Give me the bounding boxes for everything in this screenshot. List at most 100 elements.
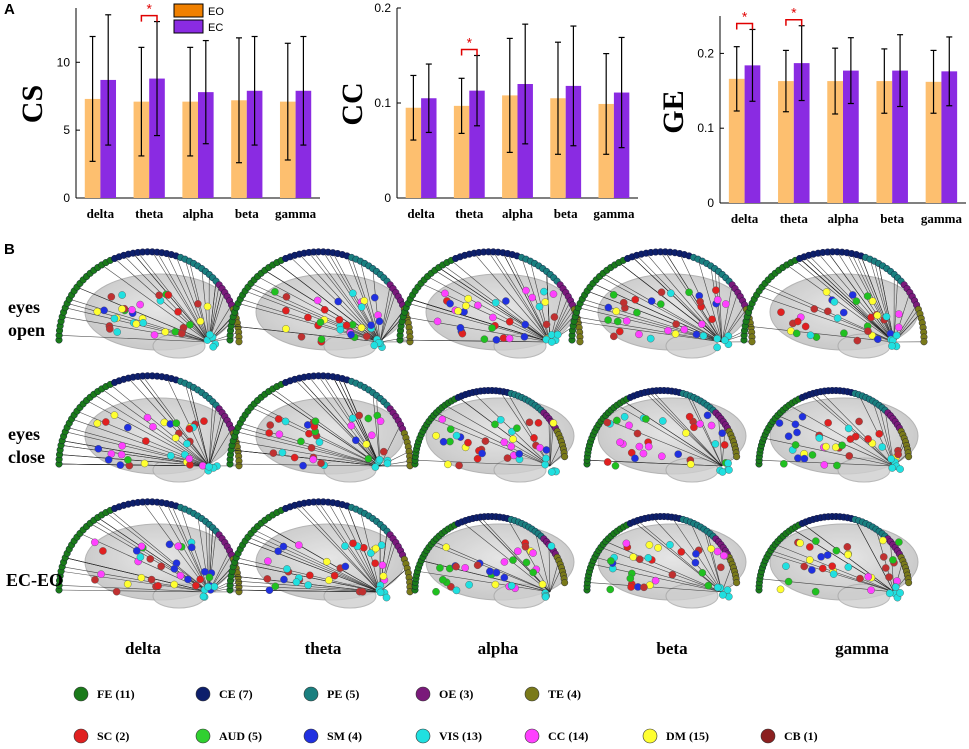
band-label-theta: theta [305,639,342,658]
brain-node [323,557,331,566]
vis-node [719,591,727,599]
brain-node [372,544,380,553]
connection-line [230,584,381,593]
network-1-beta [583,387,747,483]
brain-node [833,314,842,323]
connection-line [458,397,551,467]
brain-node [137,573,146,582]
brain-node [139,319,147,327]
connection-line [788,404,895,467]
brain-node [713,296,722,304]
connection-line [318,501,381,593]
brain-node [378,561,387,569]
brain-node [522,286,530,295]
brain-node [171,327,180,336]
brain-node [792,329,801,338]
module-node [576,338,584,346]
row-label-eyes-close-line2: close [8,447,45,467]
brain-node [317,335,326,344]
vis-node [542,454,550,463]
connection-line [433,541,551,593]
brain-node [299,461,307,470]
brain-node [352,436,360,445]
connection-line [890,541,895,593]
brain-node [848,291,857,299]
y-tick-label: 0.1 [374,96,391,110]
brain-node [613,416,621,425]
brain-node [811,587,820,596]
brain-node [271,582,280,591]
brain-node [436,564,444,572]
brain-node [174,542,183,550]
connection-line [208,428,232,467]
legend-swatch-eo [173,3,204,18]
brain-node [839,308,848,317]
vis-node [724,459,732,468]
brain-node [438,415,447,424]
connection-line [379,336,410,343]
brain-node [274,547,282,556]
connection-line [574,320,723,343]
connection-line [644,392,723,467]
brain-node [473,561,482,570]
brain-node [124,456,132,464]
network-0-beta [568,248,756,359]
brain-node [100,306,108,315]
bar-eo-theta [778,81,794,203]
connection-line [820,391,895,467]
x-tick-label-alpha: alpha [827,211,859,226]
brain-node [446,425,455,434]
brain-node [798,412,807,421]
connection-line [268,391,381,467]
y-tick-label: 10 [57,55,71,69]
connection-line [337,377,381,467]
brain-node [488,324,496,332]
module-swatch [415,728,431,744]
brain-node [315,438,324,446]
brain-node [275,430,284,439]
brain-node [464,294,473,303]
brain-node [796,539,804,547]
significance-star: * [146,1,152,17]
brain-node [703,411,712,420]
brain-node [91,576,99,584]
connection-line [546,271,551,343]
module-node [235,338,243,346]
brain-node [264,557,272,565]
brain-node [473,454,482,463]
brain-node [626,574,635,583]
connection-line [488,251,551,343]
network-1-theta [226,372,414,483]
connection-line [697,259,723,343]
brain-node [879,536,887,545]
brain-node [719,551,728,560]
connection-line [379,288,394,343]
vis-node [713,583,722,592]
module-node [561,579,569,587]
brain-node [194,300,202,308]
y-tick-label: 0 [707,196,714,210]
brain-node [311,417,320,426]
brain-node [149,422,157,431]
brain-node [853,336,862,345]
bar-eo-alpha [827,81,843,203]
brain-node [136,553,145,561]
module-swatch [303,686,319,702]
y-tick-label: 0.2 [697,46,714,60]
brain-node [341,562,350,571]
connection-line [603,418,723,467]
brain-node [99,547,107,555]
brain-node [672,320,680,328]
brain-node [313,296,322,305]
brain-node [444,460,452,469]
module-label: PE (5) [327,687,359,701]
vis-node [206,330,214,339]
network-1-alpha [411,387,575,483]
connection-line [652,516,723,593]
bar-eo-gamma [925,81,942,203]
brain-node [686,460,695,469]
brain-node [775,419,784,427]
connection-line [690,521,723,593]
brain-node [509,435,517,443]
brain-node [692,550,700,558]
